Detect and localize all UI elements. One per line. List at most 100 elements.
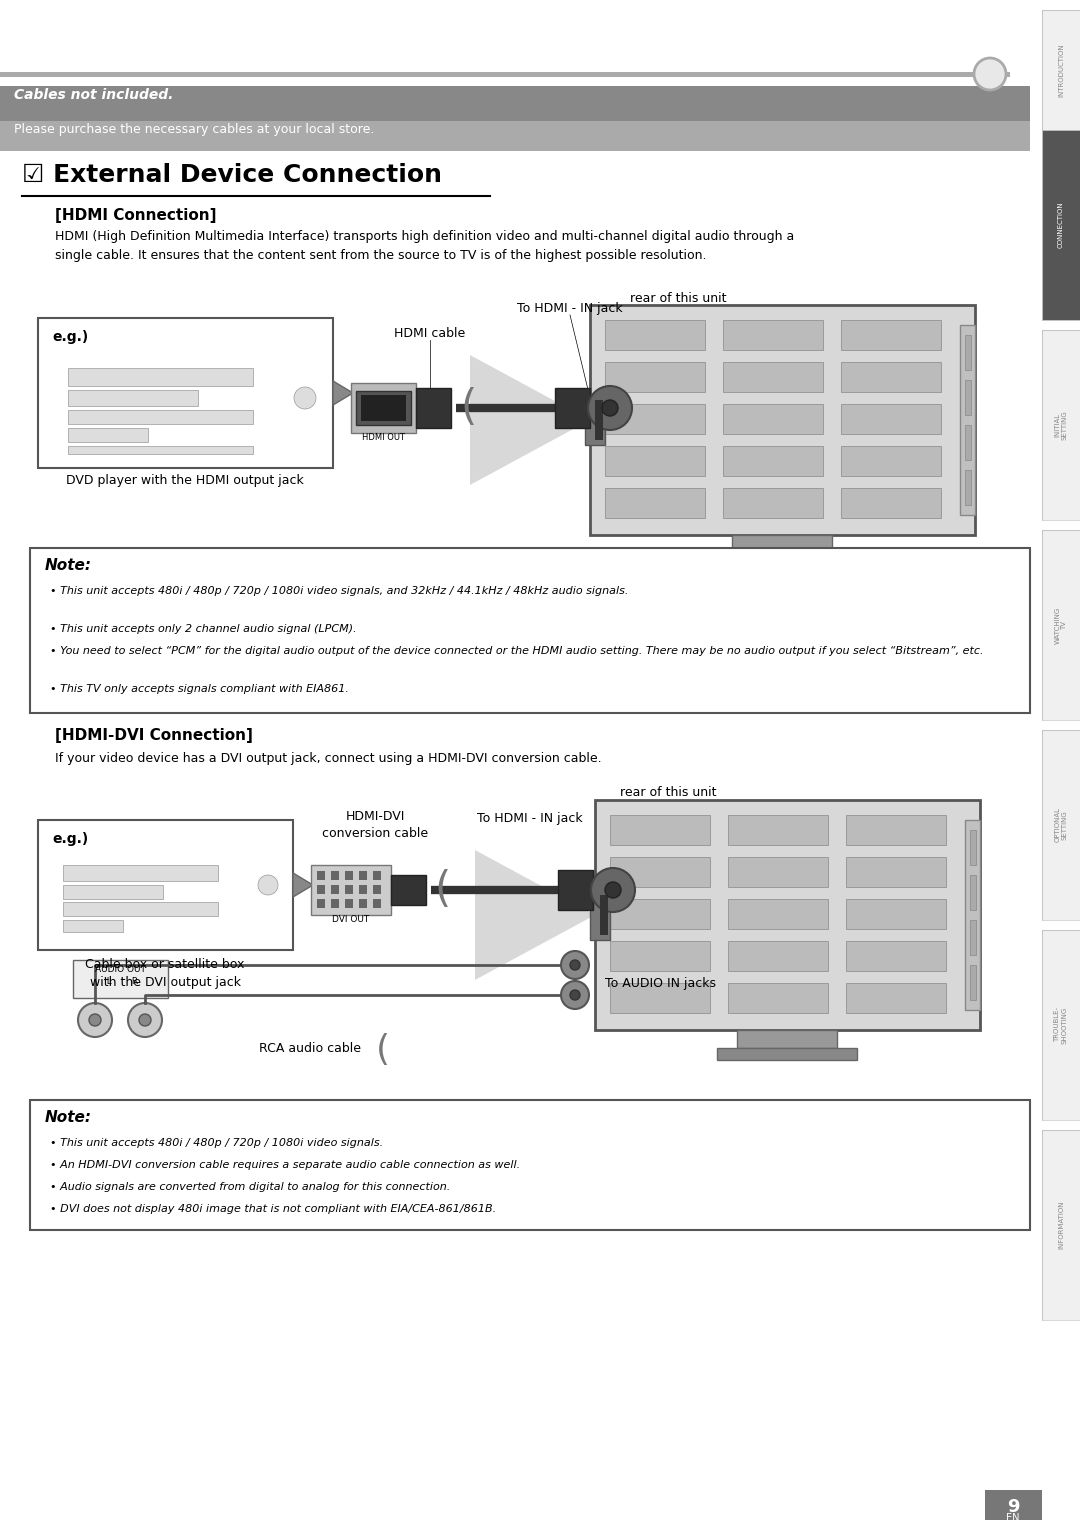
Bar	[966, 470, 971, 505]
Text: Note:: Note:	[45, 1109, 92, 1125]
Text: TROUBLE-
SHOOTING: TROUBLE- SHOOTING	[1054, 1006, 1067, 1044]
Bar	[846, 815, 946, 845]
Bar	[0, 85, 1030, 121]
Text: INITIAL
SETTING: INITIAL SETTING	[1054, 410, 1067, 439]
Circle shape	[139, 1013, 151, 1025]
Bar	[30, 1100, 1030, 1230]
Circle shape	[974, 58, 1005, 90]
Text: HDMI-DVI
conversion cable: HDMI-DVI conversion cable	[322, 810, 428, 839]
Bar	[373, 871, 381, 881]
Bar	[558, 870, 593, 909]
Text: Cables not included.: Cables not included.	[14, 89, 174, 102]
Bar	[966, 336, 971, 369]
Circle shape	[561, 951, 589, 980]
Bar	[38, 317, 333, 468]
Bar	[359, 871, 367, 881]
Bar	[68, 368, 253, 386]
Bar	[1042, 11, 1080, 130]
Bar	[966, 380, 971, 415]
Bar	[63, 920, 123, 932]
Bar	[0, 72, 1010, 76]
Bar	[841, 446, 941, 476]
Bar	[966, 819, 980, 1010]
Bar	[38, 819, 293, 951]
Bar	[841, 320, 941, 349]
Bar	[846, 942, 946, 971]
Bar	[416, 388, 451, 427]
Text: • You need to select “PCM” for the digital audio output of the device connected : • You need to select “PCM” for the digit…	[50, 645, 984, 656]
Text: • An HDMI-DVI conversion cable requires a separate audio cable connection as wel: • An HDMI-DVI conversion cable requires …	[50, 1160, 521, 1170]
Polygon shape	[293, 873, 313, 897]
Text: • This unit accepts only 2 channel audio signal (LPCM).: • This unit accepts only 2 channel audio…	[50, 624, 356, 633]
Text: rear of this unit: rear of this unit	[630, 291, 727, 305]
Bar	[359, 899, 367, 908]
Text: Please purchase the necessary cables at your local store.: Please purchase the necessary cables at …	[14, 124, 375, 136]
Text: CONNECTION: CONNECTION	[1058, 201, 1064, 249]
Text: EN: EN	[1007, 1512, 1020, 1523]
Bar	[590, 305, 975, 536]
Circle shape	[588, 386, 632, 430]
Bar	[605, 362, 705, 392]
Text: (: (	[376, 1033, 390, 1067]
Bar	[610, 942, 710, 971]
Bar	[723, 320, 823, 349]
Text: To HDMI - IN jack: To HDMI - IN jack	[517, 302, 623, 314]
Text: AUDIO OUT
  L       R: AUDIO OUT L R	[95, 964, 146, 986]
Text: INFORMATION: INFORMATION	[1058, 1201, 1064, 1250]
Bar	[728, 942, 828, 971]
Bar	[73, 960, 168, 998]
Bar	[723, 446, 823, 476]
Circle shape	[570, 990, 580, 1000]
Bar	[732, 536, 832, 552]
Bar	[600, 896, 608, 935]
Bar	[985, 1489, 1042, 1520]
Text: [HDMI-DVI Connection]: [HDMI-DVI Connection]	[55, 728, 253, 743]
Text: ☑ External Device Connection: ☑ External Device Connection	[22, 163, 442, 188]
Text: Cable box or satellite box
with the DVI output jack: Cable box or satellite box with the DVI …	[85, 958, 245, 989]
Circle shape	[605, 882, 621, 897]
Text: WATCHING
TV: WATCHING TV	[1054, 606, 1067, 644]
Bar	[605, 446, 705, 476]
Text: INTRODUCTION: INTRODUCTION	[1058, 43, 1064, 96]
Bar	[330, 871, 339, 881]
Bar	[728, 899, 828, 929]
Text: • This unit accepts 480i / 480p / 720p / 1080i video signals, and 32kHz / 44.1kH: • This unit accepts 480i / 480p / 720p /…	[50, 586, 629, 597]
Bar	[1042, 130, 1080, 320]
Text: • This TV only accepts signals compliant with EIA861.: • This TV only accepts signals compliant…	[50, 684, 349, 694]
Bar	[960, 325, 975, 514]
Text: RCA audio cable: RCA audio cable	[259, 1042, 361, 1054]
Polygon shape	[333, 382, 353, 404]
Circle shape	[129, 1003, 162, 1038]
Bar	[970, 964, 976, 1000]
Bar	[970, 920, 976, 955]
Bar	[68, 410, 253, 424]
Bar	[712, 552, 852, 565]
Bar	[555, 388, 590, 427]
Bar	[605, 488, 705, 517]
Bar	[717, 1048, 858, 1061]
Circle shape	[561, 981, 589, 1009]
Text: e.g.): e.g.)	[52, 330, 89, 343]
Bar	[585, 395, 605, 446]
Bar	[728, 983, 828, 1013]
Bar	[30, 548, 1030, 713]
Bar	[610, 899, 710, 929]
Bar	[373, 899, 381, 908]
Circle shape	[258, 874, 278, 896]
Bar	[356, 391, 411, 426]
Bar	[737, 1030, 837, 1048]
Bar	[63, 865, 218, 881]
Text: Note:: Note:	[45, 559, 92, 572]
Bar	[605, 404, 705, 433]
Bar	[1042, 1129, 1080, 1320]
Bar	[723, 488, 823, 517]
Bar	[63, 885, 163, 899]
Bar	[966, 426, 971, 459]
Bar	[1042, 330, 1080, 520]
Text: To HDMI - IN jack: To HDMI - IN jack	[477, 812, 583, 826]
Text: (: (	[435, 868, 451, 911]
Text: DVI OUT: DVI OUT	[333, 916, 369, 925]
Text: To AUDIO IN jacks: To AUDIO IN jacks	[605, 977, 716, 989]
Text: • DVI does not display 480i image that is not compliant with EIA/CEA-861/861B.: • DVI does not display 480i image that i…	[50, 1204, 496, 1215]
Bar	[345, 899, 353, 908]
